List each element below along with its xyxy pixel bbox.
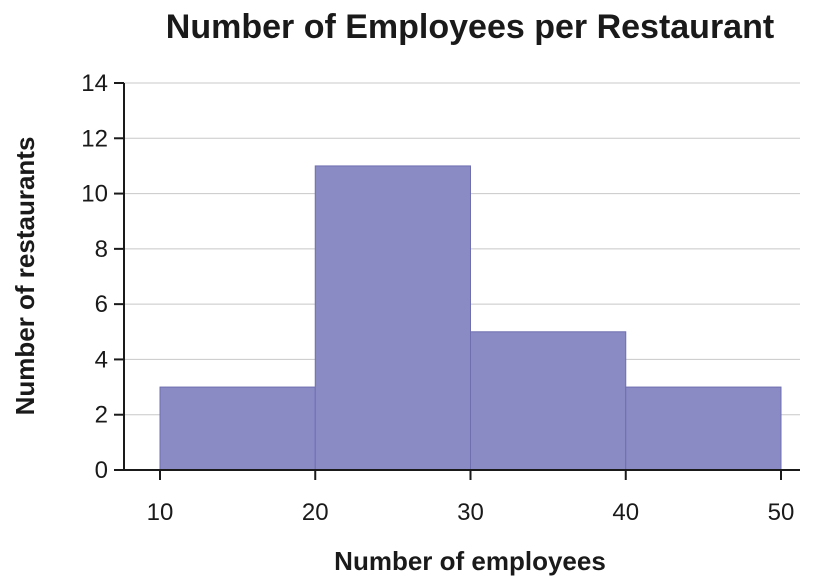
bar-10-20 <box>160 387 315 470</box>
y-tick-label-14: 14 <box>81 70 108 97</box>
x-tick-label-50: 50 <box>768 499 795 526</box>
y-tick-label-4: 4 <box>95 346 108 373</box>
y-tick-label-6: 6 <box>95 291 108 318</box>
x-tick-label-30: 30 <box>457 499 484 526</box>
x-axis-ticks: 10 20 30 40 50 <box>147 470 795 526</box>
chart-title: Number of Employees per Restaurant <box>166 8 774 46</box>
bar-40-50 <box>626 387 781 470</box>
bar-20-30 <box>315 166 470 470</box>
y-tick-label-2: 2 <box>95 402 108 429</box>
y-tick-label-0: 0 <box>95 457 108 484</box>
y-tick-label-8: 8 <box>95 236 108 263</box>
x-tick-label-40: 40 <box>612 499 639 526</box>
bar-30-40 <box>471 332 626 470</box>
y-axis-label: Number of restaurants <box>10 137 40 416</box>
x-tick-label-10: 10 <box>147 499 174 526</box>
x-axis-label: Number of employees <box>334 546 606 576</box>
y-axis-ticks: 0 2 4 6 8 10 12 14 <box>81 70 124 484</box>
bars <box>160 166 781 470</box>
y-tick-label-10: 10 <box>81 181 108 208</box>
x-tick-label-20: 20 <box>302 499 329 526</box>
y-tick-label-12: 12 <box>81 125 108 152</box>
